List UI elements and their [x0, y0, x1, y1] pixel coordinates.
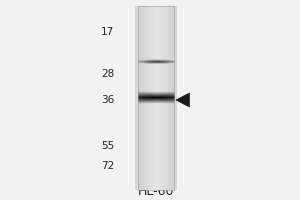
- Text: 55: 55: [101, 141, 114, 151]
- Text: 28: 28: [101, 69, 114, 79]
- Text: 72: 72: [101, 161, 114, 171]
- Bar: [135, 6, 177, 190]
- Text: 17: 17: [101, 27, 114, 37]
- Polygon shape: [176, 93, 190, 107]
- Bar: [148, 6, 164, 190]
- Text: HL-60: HL-60: [138, 185, 174, 198]
- Text: 36: 36: [101, 95, 114, 105]
